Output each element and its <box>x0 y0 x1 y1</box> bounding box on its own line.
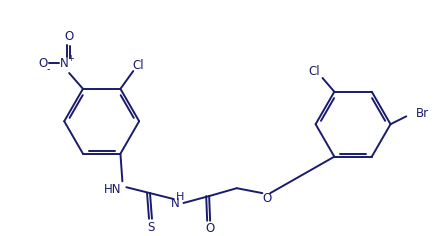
Text: Br: Br <box>416 107 429 120</box>
Text: S: S <box>147 221 155 234</box>
Text: Cl: Cl <box>309 65 321 78</box>
Text: O: O <box>38 57 47 70</box>
Text: -: - <box>47 64 50 74</box>
Text: Cl: Cl <box>132 59 144 72</box>
Text: N: N <box>60 57 69 70</box>
Text: O: O <box>263 192 272 205</box>
Text: +: + <box>67 54 74 63</box>
Text: H: H <box>175 192 184 202</box>
Text: HN: HN <box>104 183 121 196</box>
Text: O: O <box>205 222 215 235</box>
Text: O: O <box>64 30 74 43</box>
Text: N: N <box>171 198 180 211</box>
